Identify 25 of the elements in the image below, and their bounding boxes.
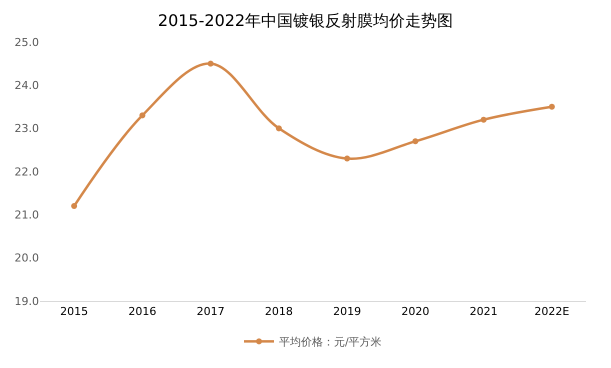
point	[344, 156, 350, 162]
x-tick-label: 2019	[333, 305, 362, 318]
y-tick-label: 19.0	[14, 294, 39, 308]
x-tick-label: 2015	[60, 305, 88, 318]
x-tick-label: 2021	[470, 305, 498, 318]
x-tick-label: 2022E	[534, 305, 570, 318]
point	[548, 104, 555, 110]
point	[480, 116, 487, 123]
point	[208, 60, 214, 67]
y-tick-label: 21.0	[14, 208, 39, 222]
y-tick-label: 24.0	[14, 79, 39, 92]
point	[276, 125, 282, 132]
legend-label: 平均价格：元/平方米	[279, 336, 382, 349]
y-tick-label: 25.0	[14, 36, 39, 49]
x-tick-label: 2016	[128, 305, 156, 318]
point	[139, 112, 146, 118]
x-tick-label: 2017	[196, 305, 225, 318]
chart-title: 2015-2022年中国镀银反射膜均价走势图	[158, 10, 454, 30]
point	[412, 138, 418, 144]
y-tick-label: 23.0	[14, 122, 39, 136]
point	[71, 203, 78, 210]
y-tick-label: 20.0	[14, 252, 39, 265]
x-tick-label: 2020	[401, 305, 430, 318]
x-tick-label: 2018	[264, 305, 293, 318]
y-tick-label: 22.0	[14, 165, 39, 178]
